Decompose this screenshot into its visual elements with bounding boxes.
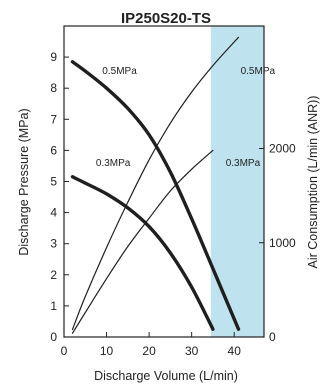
y-left-tick-label: 7 <box>50 112 57 126</box>
chart-title: IP250S20-TS <box>121 10 211 27</box>
y-right-tick-label: 2000 <box>269 142 296 156</box>
y-left-tick-label: 1 <box>50 299 57 313</box>
x-tick-label: 40 <box>228 344 242 358</box>
air-consumption-curve-0-5mpa <box>71 36 240 331</box>
annotations-layer: 0.5MPa 0.3MPa 0.5MPa 0.3MPa <box>96 66 276 169</box>
x-tick-label: 0 <box>61 344 68 358</box>
x-tick-label: 10 <box>100 344 114 358</box>
y-left-tick-label: 2 <box>50 268 57 282</box>
x-tick-label: 30 <box>185 344 199 358</box>
curve-annotation: 0.3MPa <box>226 158 261 169</box>
ticks-layer: 0 10 20 30 40 0 1 2 3 4 5 6 7 8 9 0 1000 2000 <box>50 50 296 358</box>
y-axis-left-label: Discharge Pressure (MPa) <box>17 108 31 255</box>
y-left-tick-label: 9 <box>50 50 57 64</box>
air-consumption-curve-0-3mpa <box>71 149 214 334</box>
curve-annotation: 0.3MPa <box>96 158 131 169</box>
curve-annotation: 0.5MPa <box>241 66 276 77</box>
y-left-tick-label: 5 <box>50 175 57 189</box>
y-left-tick-label: 8 <box>50 81 57 95</box>
x-tick-label: 20 <box>142 344 156 358</box>
y-axis-right-label: Air Consumption (L/min (ANR)) <box>306 96 320 269</box>
x-axis-label: Discharge Volume (L/min) <box>94 369 238 383</box>
y-right-tick-label: 0 <box>269 330 276 344</box>
curve-annotation: 0.5MPa <box>102 66 137 77</box>
y-left-tick-label: 3 <box>50 237 57 251</box>
y-right-tick-label: 1000 <box>269 236 296 250</box>
curves-layer <box>70 36 241 334</box>
y-left-tick-label: 6 <box>50 143 57 157</box>
plot-frame <box>63 25 265 338</box>
pressure-curve-0-3mpa <box>70 175 215 331</box>
y-left-tick-label: 0 <box>50 330 57 344</box>
pressure-curve-0-5mpa <box>70 60 241 331</box>
y-left-tick-label: 4 <box>50 206 57 220</box>
